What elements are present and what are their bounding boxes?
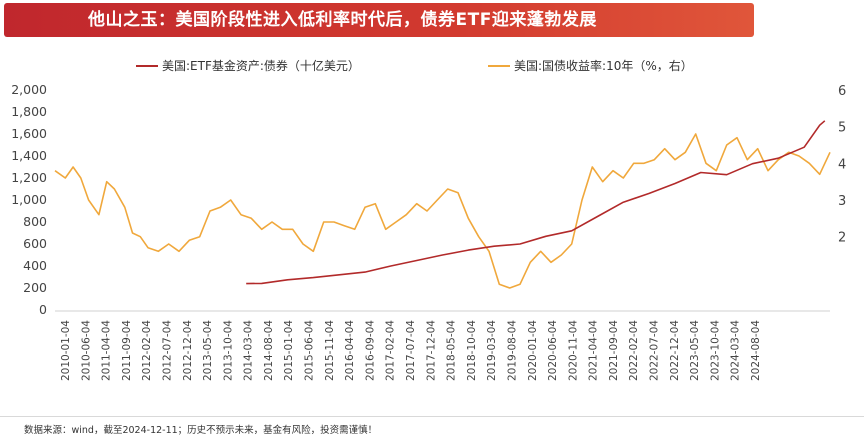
left-axis-tick: 1,200 (11, 170, 47, 185)
x-axis-tick: 2017-12-04 (425, 320, 437, 381)
x-axis-tick: 2012-07-04 (161, 320, 173, 381)
x-axis-tick: 2010-01-04 (60, 320, 72, 381)
x-axis-tick: 2011-09-04 (121, 320, 133, 381)
x-axis-tick: 2022-02-04 (628, 320, 640, 381)
x-axis-tick: 2017-02-04 (385, 320, 397, 381)
right-axis-tick: 6 (838, 84, 846, 99)
page-title: 他山之玉：美国阶段性进入低利率时代后，债券ETF迎来蓬勃发展 (88, 10, 597, 30)
legend-label-yield: 美国:国债收益率:10年（%，右） (514, 58, 693, 73)
x-axis-tick: 2020-11-04 (567, 320, 579, 381)
x-axis-tick: 2012-12-04 (182, 320, 194, 381)
x-axis-tick: 2019-08-04 (506, 320, 518, 381)
x-axis-tick: 2016-04-04 (344, 320, 356, 381)
right-axis-tick: 3 (838, 194, 846, 209)
left-axis-tick: 1,600 (11, 126, 47, 141)
right-axis-tick: 5 (838, 121, 846, 136)
legend-label-etf: 美国:ETF基金资产:债券（十亿美元） (162, 58, 360, 73)
divider (0, 416, 864, 417)
left-axis-tick: 1,800 (11, 104, 47, 119)
x-axis-tick: 2024-03-04 (730, 320, 742, 381)
yield-series-line (54, 133, 831, 289)
left-axis-tick: 1,000 (11, 192, 47, 207)
x-axis-tick: 2020-06-04 (547, 320, 559, 381)
right-axis-tick: 4 (838, 157, 846, 172)
x-axis-tick: 2020-01-04 (527, 320, 539, 381)
left-axis-tick: 600 (23, 236, 47, 251)
x-axis-tick: 2013-05-04 (202, 320, 214, 381)
x-axis-tick: 2023-10-04 (709, 320, 721, 381)
x-axis-tick: 2014-03-04 (243, 320, 255, 381)
left-axis-tick: 1,400 (11, 148, 47, 163)
x-axis-tick: 2021-09-04 (608, 320, 620, 381)
x-axis-tick: 2011-04-04 (101, 320, 113, 381)
etf-series-line (246, 120, 826, 285)
x-axis-tick: 2012-02-04 (141, 320, 153, 381)
right-axis-tick: 2 (838, 231, 846, 246)
x-axis-tick: 2023-05-04 (689, 320, 701, 381)
left-axis-tick: 2,000 (11, 82, 47, 97)
x-axis-tick: 2021-04-04 (588, 320, 600, 381)
x-axis-tick: 2013-10-04 (222, 320, 234, 381)
title-banner: 他山之玉：美国阶段性进入低利率时代后，债券ETF迎来蓬勃发展 (4, 3, 754, 37)
x-axis-tick: 2016-09-04 (364, 320, 376, 381)
x-axis-tick: 2015-01-04 (283, 320, 295, 381)
x-axis-tick: 2024-08-04 (750, 320, 762, 381)
x-axis-tick: 2018-05-04 (446, 320, 458, 381)
x-axis-tick: 2019-03-04 (486, 320, 498, 381)
x-axis-tick: 2015-11-04 (324, 320, 336, 381)
x-axis-tick: 2014-08-04 (263, 320, 275, 381)
x-axis-tick: 2017-07-04 (405, 320, 417, 381)
left-axis-tick: 400 (23, 258, 47, 273)
source-footnote: 数据来源：wind，截至2024-12-11；历史不预示未来，基金有风险，投资需… (24, 425, 378, 436)
left-axis-tick: 200 (23, 280, 47, 295)
x-axis-tick: 2010-06-04 (80, 320, 92, 381)
x-axis-tick: 2015-06-04 (304, 320, 316, 381)
x-axis-tick: 2022-12-04 (669, 320, 681, 381)
left-axis-tick: 800 (23, 214, 47, 229)
x-axis-tick: 2022-07-04 (649, 320, 661, 381)
x-axis-tick: 2018-10-04 (466, 320, 478, 381)
left-axis-tick: 0 (39, 302, 47, 317)
